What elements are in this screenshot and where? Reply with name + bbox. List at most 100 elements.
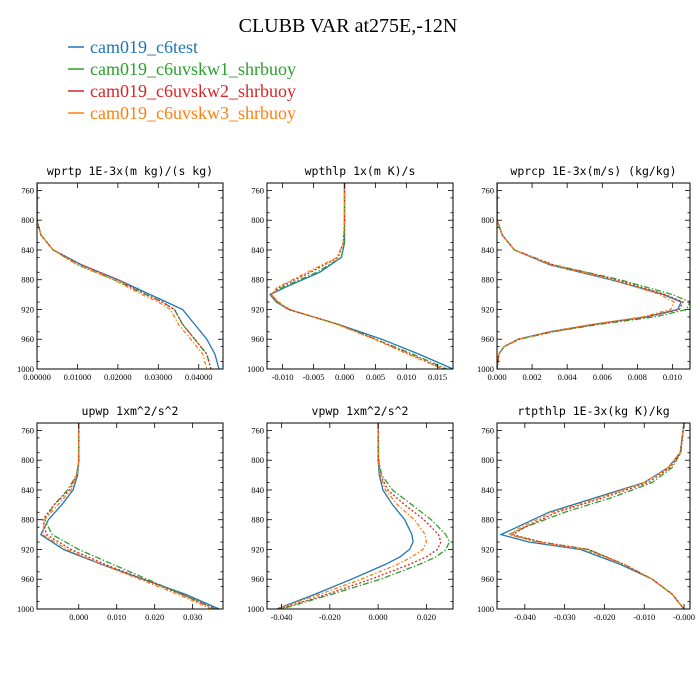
y-tick-label: 880	[251, 275, 264, 285]
y-tick-label: 880	[481, 515, 494, 525]
x-tick-label: -0.010	[633, 612, 655, 622]
x-tick-label: 0.000	[335, 372, 354, 382]
x-tick-label: 0.000	[69, 612, 88, 622]
y-tick-label: 840	[21, 485, 34, 495]
x-tick-label: -0.000	[673, 612, 695, 622]
series-line	[37, 183, 220, 369]
series-line	[506, 423, 685, 609]
y-tick-label: 880	[481, 275, 494, 285]
panel-title: vpwp 1xm^2/s^2	[312, 404, 409, 418]
y-tick-label: 920	[251, 544, 264, 554]
x-tick-label: 0.030	[183, 612, 202, 622]
y-tick-label: 760	[21, 425, 34, 435]
series-line	[497, 183, 676, 369]
plot-frame	[36, 182, 224, 370]
x-tick-label: 0.010	[107, 612, 126, 622]
panel-title: upwp 1xm^2/s^2	[82, 404, 179, 418]
panel-title: wprtp 1E-3x(m kg)/(s kg)	[47, 164, 213, 178]
y-tick-label: 960	[21, 334, 34, 344]
y-tick-label: 840	[21, 245, 34, 255]
panel: wprcp 1E-3x(m/s) (kg/kg) 760 800 840 880 920 9…	[477, 164, 691, 382]
y-tick-label: 1000	[477, 364, 494, 374]
x-tick-label: 0.008	[628, 372, 647, 382]
plot-frame	[36, 422, 224, 610]
y-tick-label: 960	[251, 574, 264, 584]
series-line	[270, 183, 444, 369]
y-tick-label: 800	[481, 215, 494, 225]
series-group	[497, 183, 690, 369]
panel: upwp 1xm^2/s^2 760 800 840 880 920 960 1000 0.00…	[17, 404, 224, 622]
x-tick-label: 0.000	[487, 372, 506, 382]
panel: wprtp 1E-3x(m kg)/(s kg) 760 800 840 880 920 9…	[17, 164, 224, 382]
x-tick-label: 0.010	[397, 372, 416, 382]
y-tick-label: 1000	[247, 364, 264, 374]
series-line	[37, 183, 212, 369]
series-line	[281, 423, 451, 609]
series-line	[39, 423, 220, 609]
y-tick-label: 840	[481, 485, 494, 495]
x-tick-label: 0.006	[593, 372, 612, 382]
panel-title: wprcp 1E-3x(m/s) (kg/kg)	[510, 164, 676, 178]
y-tick-label: 920	[21, 544, 34, 554]
series-line	[497, 183, 683, 369]
x-tick-label: 0.04000	[185, 372, 213, 382]
y-tick-label: 1000	[477, 604, 494, 614]
x-tick-label: -0.005	[303, 372, 325, 382]
panel: vpwp 1xm^2/s^2 760 800 840 880 920 960 1000 -0.0…	[247, 404, 454, 622]
x-tick-label: 0.000	[369, 612, 388, 622]
x-tick-label: 0.010	[663, 372, 682, 382]
x-tick-label: -0.020	[593, 612, 615, 622]
panel: wpthlp 1x(m K)/s 760 800 840 880 920 960 1000 -0…	[247, 164, 454, 382]
legend-entry: cam019_c6test	[68, 37, 198, 57]
y-tick-label: 760	[251, 425, 264, 435]
y-tick-label: 880	[251, 515, 264, 525]
y-tick-label: 960	[481, 574, 494, 584]
panel: rtpthlp 1E-3x(kg K)/kg 760 800 840 880 920 960…	[477, 404, 695, 622]
y-tick-label: 880	[21, 515, 34, 525]
x-tick-label: -0.010	[272, 372, 294, 382]
y-tick-label: 800	[251, 215, 264, 225]
x-tick-label: -0.020	[319, 612, 341, 622]
panels: wprtp 1E-3x(m kg)/(s kg) 760 800 840 880 920 9…	[17, 164, 695, 622]
series-line	[270, 183, 443, 369]
legend-label: cam019_c6uvskw3_shrbuoy	[90, 103, 296, 123]
y-tick-label: 760	[481, 185, 494, 195]
y-tick-label: 880	[21, 275, 34, 285]
plot-frame	[266, 422, 454, 610]
series-line	[37, 183, 208, 369]
y-tick-label: 920	[481, 544, 494, 554]
y-tick-label: 840	[481, 245, 494, 255]
y-tick-label: 760	[251, 185, 264, 195]
y-tick-label: 1000	[247, 604, 264, 614]
y-tick-label: 800	[481, 455, 494, 465]
series-line	[37, 183, 212, 369]
series-group	[37, 183, 220, 369]
series-line	[499, 423, 685, 609]
series-line	[278, 423, 442, 609]
x-tick-label: 0.02000	[104, 372, 132, 382]
y-tick-label: 1000	[17, 604, 34, 614]
series-line	[269, 183, 448, 369]
y-tick-label: 800	[21, 455, 34, 465]
plot-frame	[496, 182, 691, 370]
series-line	[43, 423, 216, 609]
series-line	[42, 423, 212, 609]
legend: cam019_c6test cam019_c6uvskw1_shrbuoy ca…	[68, 37, 296, 123]
series-line	[269, 183, 453, 369]
x-tick-label: 0.005	[366, 372, 385, 382]
y-tick-label: 920	[251, 304, 264, 314]
legend-entry: cam019_c6uvskw3_shrbuoy	[68, 103, 296, 123]
x-tick-label: 0.020	[145, 612, 164, 622]
x-tick-label: 0.01000	[64, 372, 92, 382]
y-tick-label: 960	[481, 334, 494, 344]
x-tick-label: 0.03000	[144, 372, 172, 382]
y-tick-label: 800	[251, 455, 264, 465]
x-tick-label: -0.040	[271, 612, 293, 622]
figure-title: CLUBB VAR at275E,-12N	[239, 15, 458, 37]
panel-title: rtpthlp 1E-3x(kg K)/kg	[517, 404, 669, 418]
y-tick-label: 920	[21, 304, 34, 314]
x-tick-label: 0.020	[417, 612, 436, 622]
x-tick-label: -0.030	[554, 612, 576, 622]
y-tick-label: 760	[21, 185, 34, 195]
